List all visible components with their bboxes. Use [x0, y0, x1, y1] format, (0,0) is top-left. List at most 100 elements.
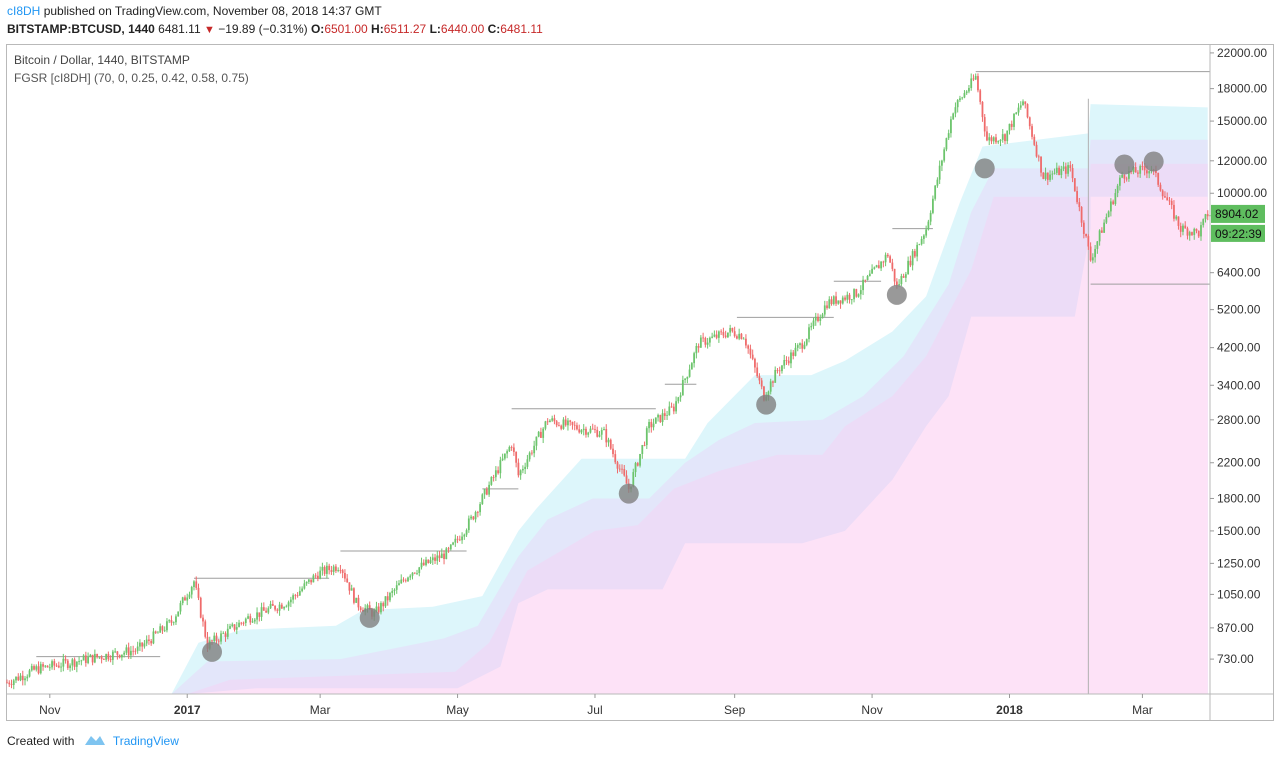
- candle: [265, 607, 267, 613]
- candle-body: [760, 380, 763, 387]
- candle: [754, 357, 756, 373]
- candle: [470, 514, 472, 521]
- candle: [75, 661, 78, 673]
- candle-body: [503, 453, 506, 459]
- candle-body: [1182, 225, 1184, 232]
- candle-body: [195, 581, 198, 588]
- signal-marker[interactable]: [202, 641, 223, 662]
- candle-body: [440, 553, 443, 559]
- candle-body: [449, 544, 452, 550]
- candle-body: [177, 611, 180, 617]
- candle: [222, 631, 225, 635]
- candle: [726, 332, 729, 339]
- candle: [1067, 162, 1069, 177]
- candle: [508, 445, 511, 452]
- signal-marker[interactable]: [974, 158, 995, 179]
- candle: [1139, 164, 1142, 178]
- signal-marker[interactable]: [618, 483, 639, 504]
- candle-body: [679, 395, 682, 398]
- candle-body: [98, 656, 101, 658]
- candle-body: [66, 660, 69, 668]
- candle: [1105, 213, 1108, 225]
- candle-body: [945, 138, 948, 150]
- candle: [749, 344, 752, 359]
- candle: [467, 515, 470, 533]
- candle: [497, 466, 500, 475]
- candle-body: [344, 572, 346, 579]
- tradingview-link[interactable]: TradingView: [112, 734, 179, 748]
- candle: [111, 649, 114, 665]
- candle: [862, 275, 864, 296]
- price-tick-label: 5200.00: [1217, 303, 1261, 317]
- candle: [247, 613, 249, 620]
- candle-body: [1109, 201, 1112, 212]
- candle: [337, 567, 340, 573]
- candle: [1076, 186, 1078, 205]
- candle: [434, 553, 436, 564]
- candle-body: [312, 575, 315, 583]
- candle-body: [774, 369, 777, 383]
- candle-body: [274, 605, 276, 610]
- candle: [668, 401, 671, 416]
- candle: [269, 600, 272, 609]
- candle: [956, 99, 959, 113]
- candle-body: [454, 538, 457, 543]
- candle: [684, 377, 686, 384]
- candle-body: [918, 244, 921, 245]
- time-tick-label: May: [446, 703, 469, 717]
- candle: [355, 597, 358, 603]
- candle: [918, 243, 921, 246]
- ohlc-bar: BITSTAMP:BTCUSD, 1440 6481.11 ▼ −19.89 (…: [7, 22, 543, 36]
- signal-marker[interactable]: [886, 284, 907, 305]
- candle: [1161, 189, 1164, 200]
- candle: [650, 418, 653, 433]
- candle: [123, 650, 126, 658]
- low-value: 6440.00: [440, 22, 485, 36]
- candle: [431, 553, 434, 565]
- published-text: published on TradingView.com, November 0…: [43, 4, 382, 18]
- candle: [1184, 221, 1187, 229]
- candle: [440, 548, 443, 559]
- candle-body: [567, 420, 569, 426]
- candle-body: [51, 661, 53, 668]
- candle-body: [1170, 200, 1173, 205]
- candle: [609, 438, 612, 450]
- candle: [717, 330, 720, 343]
- candle: [483, 488, 486, 499]
- signal-marker[interactable]: [1114, 154, 1135, 175]
- candle: [161, 625, 164, 634]
- candle: [177, 611, 180, 617]
- candle: [307, 579, 310, 584]
- signal-marker[interactable]: [359, 607, 380, 628]
- signal-marker[interactable]: [756, 394, 777, 415]
- candle: [580, 429, 583, 435]
- candle-body: [983, 117, 986, 132]
- candle-body: [803, 344, 806, 349]
- signal-marker[interactable]: [1143, 151, 1164, 172]
- candle: [321, 562, 324, 576]
- candle-body: [1112, 201, 1115, 204]
- candle: [159, 623, 162, 633]
- candle-body: [1008, 123, 1011, 131]
- candle-body: [526, 459, 529, 467]
- candle: [1200, 221, 1202, 241]
- candle: [481, 493, 484, 505]
- candle: [1164, 191, 1166, 198]
- candle-body: [909, 260, 912, 266]
- candle: [947, 129, 950, 141]
- author-link[interactable]: cI8DH: [7, 4, 41, 18]
- candle-body: [474, 512, 477, 520]
- candle: [1094, 245, 1097, 263]
- candle-body: [1004, 134, 1006, 142]
- candle-body: [141, 642, 144, 647]
- candle-body: [724, 335, 727, 338]
- candle: [341, 568, 344, 579]
- candle: [332, 564, 335, 576]
- candle: [132, 645, 135, 656]
- candle: [519, 469, 522, 480]
- candle: [141, 642, 144, 652]
- candle: [796, 343, 799, 352]
- candle: [1148, 170, 1151, 179]
- candle-body: [1103, 222, 1106, 233]
